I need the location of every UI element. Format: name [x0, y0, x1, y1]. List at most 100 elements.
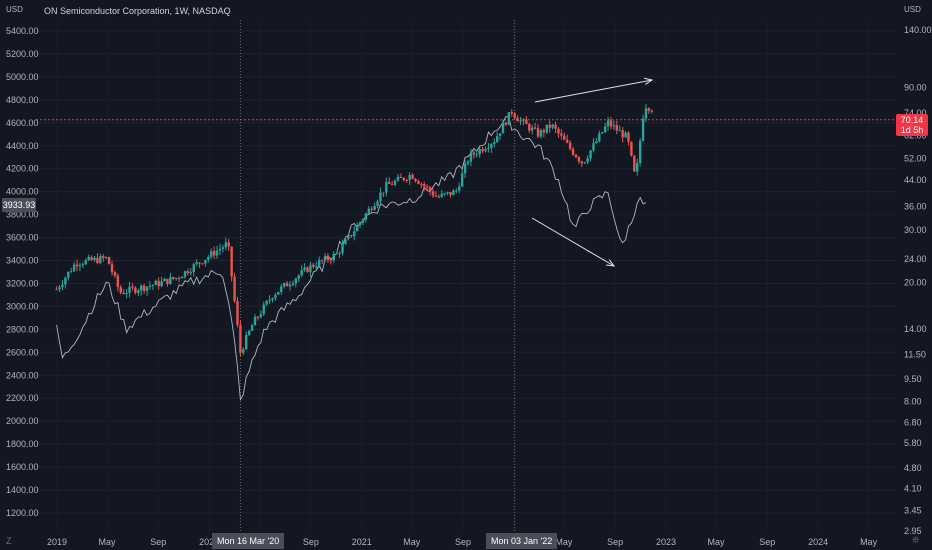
left-tick-label: 5400.00: [6, 26, 39, 36]
candle-body: [245, 334, 248, 350]
candle-body: [513, 113, 516, 118]
candle-body: [81, 264, 85, 266]
candle-body: [618, 130, 621, 132]
time-tick-label: Sep: [303, 537, 319, 547]
time-tick-label: May: [708, 537, 726, 547]
candle-body: [119, 287, 122, 293]
left-tick-label: 5000.00: [6, 72, 39, 82]
candle-body: [580, 161, 583, 164]
candle-body: [475, 154, 478, 156]
right-tick-label: 14.00: [904, 324, 927, 334]
candle-body: [481, 149, 484, 152]
candle-body: [282, 282, 286, 287]
crosshair-date-label-1: Mon 16 Mar '20: [212, 533, 285, 549]
candle-body: [583, 162, 586, 164]
candle-body: [487, 147, 490, 150]
candle-body: [256, 316, 260, 318]
right-tick-label: 6.80: [904, 418, 922, 428]
candle-body: [601, 132, 604, 134]
left-tick-label: 3400.00: [6, 256, 39, 266]
candle-body: [125, 292, 128, 294]
timezone-icon[interactable]: Z: [6, 536, 12, 546]
right-tick-label: 90.00: [904, 82, 927, 92]
right-tick-label: 36.00: [904, 201, 927, 211]
candle-body: [128, 286, 131, 293]
candle-body: [612, 125, 616, 127]
candle-body: [154, 280, 157, 285]
candle-body: [183, 271, 187, 277]
candle-body: [110, 264, 114, 273]
candle-body: [221, 247, 225, 249]
candle-body: [160, 281, 163, 287]
time-tick-label: 2023: [656, 537, 676, 547]
left-tick-label: 2600.00: [6, 347, 39, 357]
left-tick-label: 4400.00: [6, 141, 39, 151]
time-tick-label: May: [99, 537, 117, 547]
candle-body: [636, 162, 639, 172]
left-tick-label: 1400.00: [6, 485, 39, 495]
candle-body: [364, 213, 368, 220]
candle-body: [458, 186, 461, 191]
candle-body: [522, 119, 525, 121]
candle-body: [201, 263, 204, 265]
trend-arrow-down[interactable]: [531, 217, 616, 267]
trend-arrows[interactable]: [531, 77, 654, 267]
candle-body: [166, 278, 169, 284]
right-axis: 140.0090.0074.0062.0052.0044.0036.0030.0…: [904, 25, 932, 536]
candle-body: [478, 149, 481, 155]
candle-body: [507, 112, 511, 125]
candle-body: [75, 264, 79, 267]
left-axis-unit: USD: [6, 5, 23, 14]
arrow-shaft: [531, 217, 615, 267]
candle-body: [449, 192, 452, 196]
candle-body: [285, 282, 289, 287]
candle-body: [317, 260, 321, 267]
arrow-head: [606, 259, 616, 267]
candle-body: [329, 259, 333, 261]
candle-body: [215, 250, 219, 256]
candle-body: [545, 124, 548, 133]
right-tick-label: 74.00: [904, 108, 927, 118]
candle-body: [151, 284, 155, 286]
candlestick-series: [55, 104, 654, 357]
candle-body: [353, 231, 356, 237]
candle-body: [288, 284, 292, 287]
candle-body: [443, 193, 446, 195]
settings-icon[interactable]: ❊: [912, 535, 920, 545]
candle-body: [428, 187, 432, 192]
candle-body: [396, 176, 400, 181]
time-tick-label: Sep: [150, 537, 166, 547]
candle-body: [390, 184, 394, 186]
candle-body: [323, 256, 327, 261]
candle-body: [568, 142, 572, 149]
bar-countdown: 1d 5h: [900, 125, 924, 135]
candle-body: [84, 259, 87, 265]
candle-body: [361, 219, 365, 223]
candle-body: [145, 286, 149, 291]
time-tick-label: Sep: [759, 537, 775, 547]
candle-body: [463, 163, 467, 174]
candle-body: [495, 136, 499, 143]
crosshair-lines: [239, 20, 516, 532]
candle-body: [420, 183, 423, 185]
candle-body: [536, 128, 540, 137]
candle-body: [405, 179, 408, 181]
candle-body: [230, 246, 233, 277]
candle-body: [163, 278, 166, 282]
candle-body: [277, 291, 280, 295]
candle-body: [198, 262, 201, 264]
candle-body: [96, 257, 99, 263]
candle-body: [370, 208, 373, 211]
candle-body: [399, 176, 403, 178]
candle-body: [638, 140, 642, 163]
candle-body: [644, 108, 648, 119]
candle-body: [253, 316, 257, 326]
candle-body: [393, 180, 397, 185]
candle-body: [490, 144, 493, 148]
candle-body: [633, 155, 636, 172]
trend-arrow-up[interactable]: [534, 77, 654, 103]
candle-body: [603, 126, 607, 133]
candle-body: [192, 264, 195, 273]
candle-body: [592, 143, 595, 151]
